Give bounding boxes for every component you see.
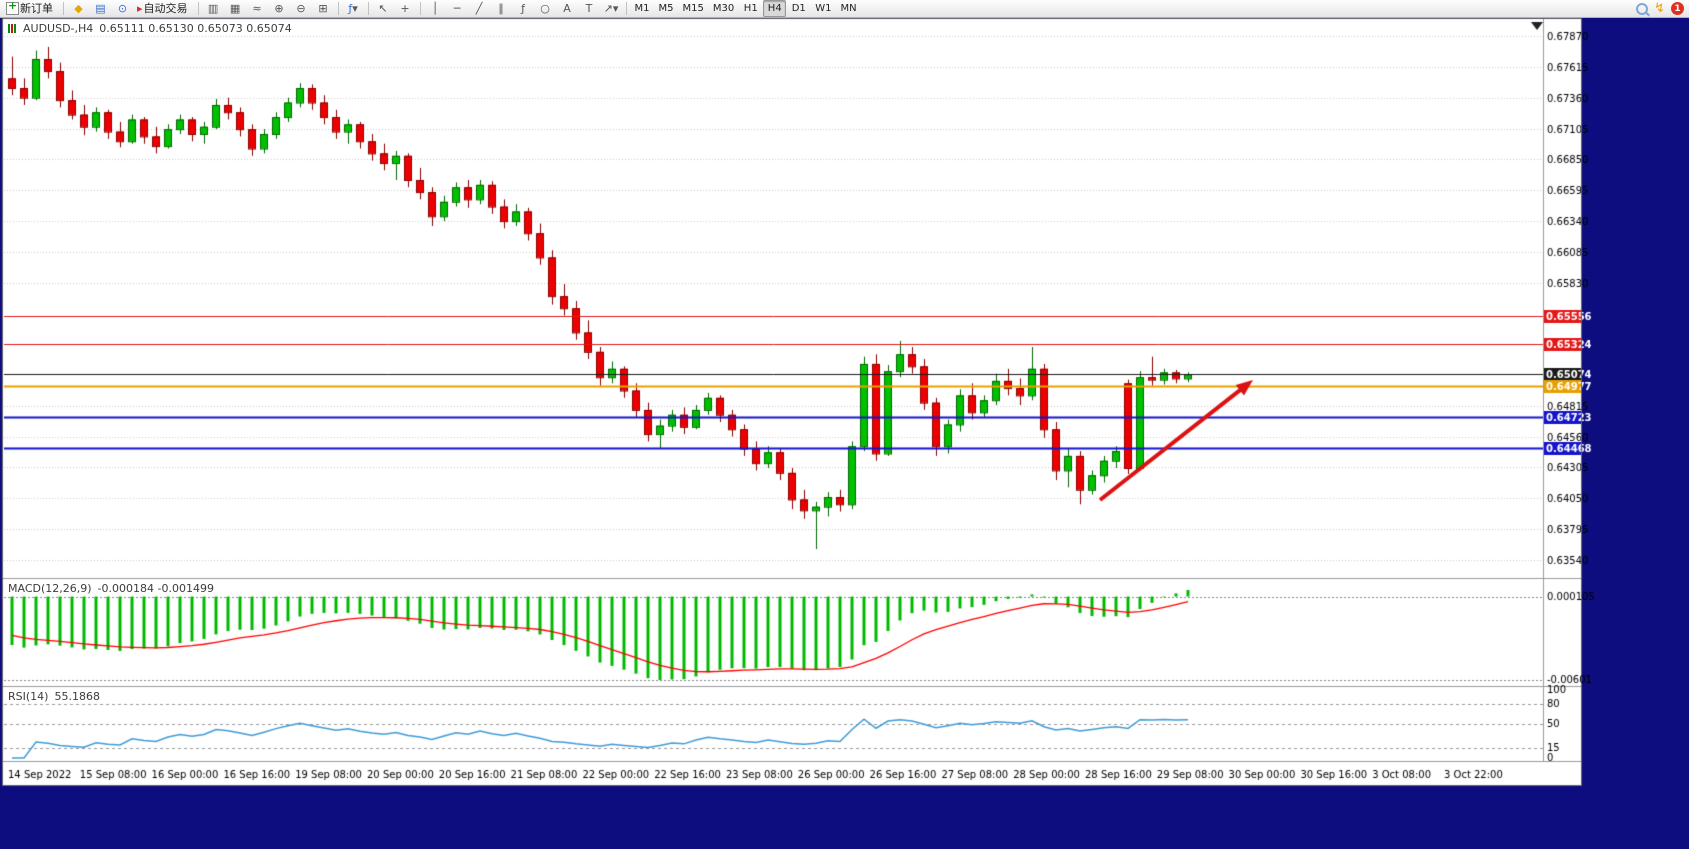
chart-ohlc-values: 0.65111 0.65130 0.65073 0.65074 [99,22,292,35]
crosshair-tool-button[interactable]: + [395,0,416,17]
price-axis[interactable] [1543,18,1582,762]
rsi-name: RSI(14) [8,690,49,703]
auto-trading-button[interactable]: ▸ 自动交易 [134,0,194,17]
cursor-icon: ↖ [378,2,388,15]
vertical-line-icon: │ [431,2,439,15]
auto-trading-label: 自动交易 [143,2,188,15]
zoom-out-icon: ⊖ [296,2,306,15]
new-order-button[interactable]: 新订单 [3,0,59,17]
zoom-in-icon: ⊕ [274,2,284,15]
bars-chart-icon: ▥ [207,2,219,15]
toolbar-separator [367,2,369,15]
timeframe-m30[interactable]: M30 [712,2,735,14]
rsi-value: 55.1868 [54,690,100,703]
terminal-button[interactable]: ⊙ [112,0,133,17]
bolt-icon[interactable]: ↯ [1654,1,1665,16]
cursor-tool-button[interactable]: ↖ [373,0,394,17]
timeframe-mn[interactable]: MN [840,2,857,14]
toolbar-separator [419,2,421,15]
search-icon[interactable] [1636,2,1649,15]
shapes-tool-button[interactable]: ○ [535,0,556,17]
new-order-icon [6,0,19,15]
timeframe-h1[interactable]: H1 [743,2,758,14]
crosshair-icon: + [400,2,410,15]
fibonacci-tool-button[interactable]: ƒ [513,0,534,17]
timeframe-w1[interactable]: W1 [815,2,832,14]
market-watch-button[interactable]: ◆ [68,0,89,17]
navigator-icon: ▤ [95,2,106,15]
label-tool-button[interactable]: T [579,0,600,17]
channel-tool-button[interactable]: ∥ [491,0,512,17]
trendline-tool-button[interactable]: ╱ [469,0,490,17]
indicators-icon: ƒ [348,2,353,15]
arrows-tool-icon: ↗ [603,2,613,15]
candles-chart-button[interactable]: ▦ [225,0,246,17]
macd-label: MACD(12,26,9) -0.000184 -0.001499 [8,582,214,595]
line-chart-button[interactable]: ≈ [247,0,268,17]
timeframe-m15[interactable]: M15 [682,2,704,14]
candles-chart-icon: ▦ [229,2,241,15]
toolbar-separator [337,2,339,15]
arrows-tool-button[interactable]: ↗ ▾ [601,0,622,17]
line-chart-icon: ≈ [252,2,262,15]
trendline-icon: ╱ [475,2,483,15]
timeframe-m5[interactable]: M5 [658,2,674,14]
indicators-button[interactable]: ƒ ▾ [343,0,364,17]
toolbar-right-group: ↯ 1 [1636,2,1686,15]
tile-windows-button[interactable]: ⊞ [313,0,334,17]
zoom-in-button[interactable]: ⊕ [269,0,290,17]
auto-trading-icon: ▸ [137,2,143,15]
shapes-icon: ○ [540,2,550,15]
main-chart-region[interactable] [2,18,1543,578]
timeframe-d1[interactable]: D1 [791,2,806,14]
toolbar-separator [63,2,64,15]
rsi-panel-region[interactable] [2,687,1543,760]
horizontal-line-icon: ─ [453,2,461,15]
chart-window-icon [8,24,17,33]
market-watch-icon: ◆ [74,2,83,15]
terminal-icon: ⊙ [117,2,128,15]
zoom-out-button[interactable]: ⊖ [291,0,312,17]
top-toolbar: 新订单 ◆ ▤ ⊙ ▸ 自动交易 ▥ ▦ ≈ ⊕ ⊖ ⊞ ƒ▾ ↖ + │ ─ … [0,0,1689,18]
toolbar-separator [197,2,199,15]
timeframe-h4[interactable]: H4 [763,0,787,17]
chart-title: AUDUSD-,H4 0.65111 0.65130 0.65073 0.650… [8,22,292,35]
channel-icon: ∥ [498,2,504,15]
chart-symbol-period: AUDUSD-,H4 [23,22,94,35]
dropdown-icon: ▾ [352,2,358,15]
horizontal-line-tool-button[interactable]: ─ [447,0,468,17]
vertical-line-tool-button[interactable]: │ [425,0,446,17]
text-tool-icon: A [563,2,571,15]
notification-badge[interactable]: 1 [1671,2,1684,15]
timeframe-buttons: M1 M5 M15 M30 H1 H4 D1 W1 MN [631,0,861,17]
timeframe-m1[interactable]: M1 [634,2,650,14]
bars-chart-button[interactable]: ▥ [203,0,224,17]
rsi-label: RSI(14) 55.1868 [8,690,100,703]
navigator-button[interactable]: ▤ [90,0,111,17]
macd-panel-region[interactable] [2,579,1543,686]
macd-name: MACD(12,26,9) [8,582,92,595]
label-tool-icon: T [585,2,593,15]
fibonacci-icon: ƒ [521,2,525,15]
tile-windows-icon: ⊞ [318,2,328,15]
time-axis[interactable] [2,762,1582,786]
new-order-label: 新订单 [20,2,53,15]
text-tool-button[interactable]: A [557,0,578,17]
macd-values: -0.000184 -0.001499 [97,582,214,595]
toolbar-separator [625,2,627,15]
dropdown-icon: ▾ [612,2,619,15]
